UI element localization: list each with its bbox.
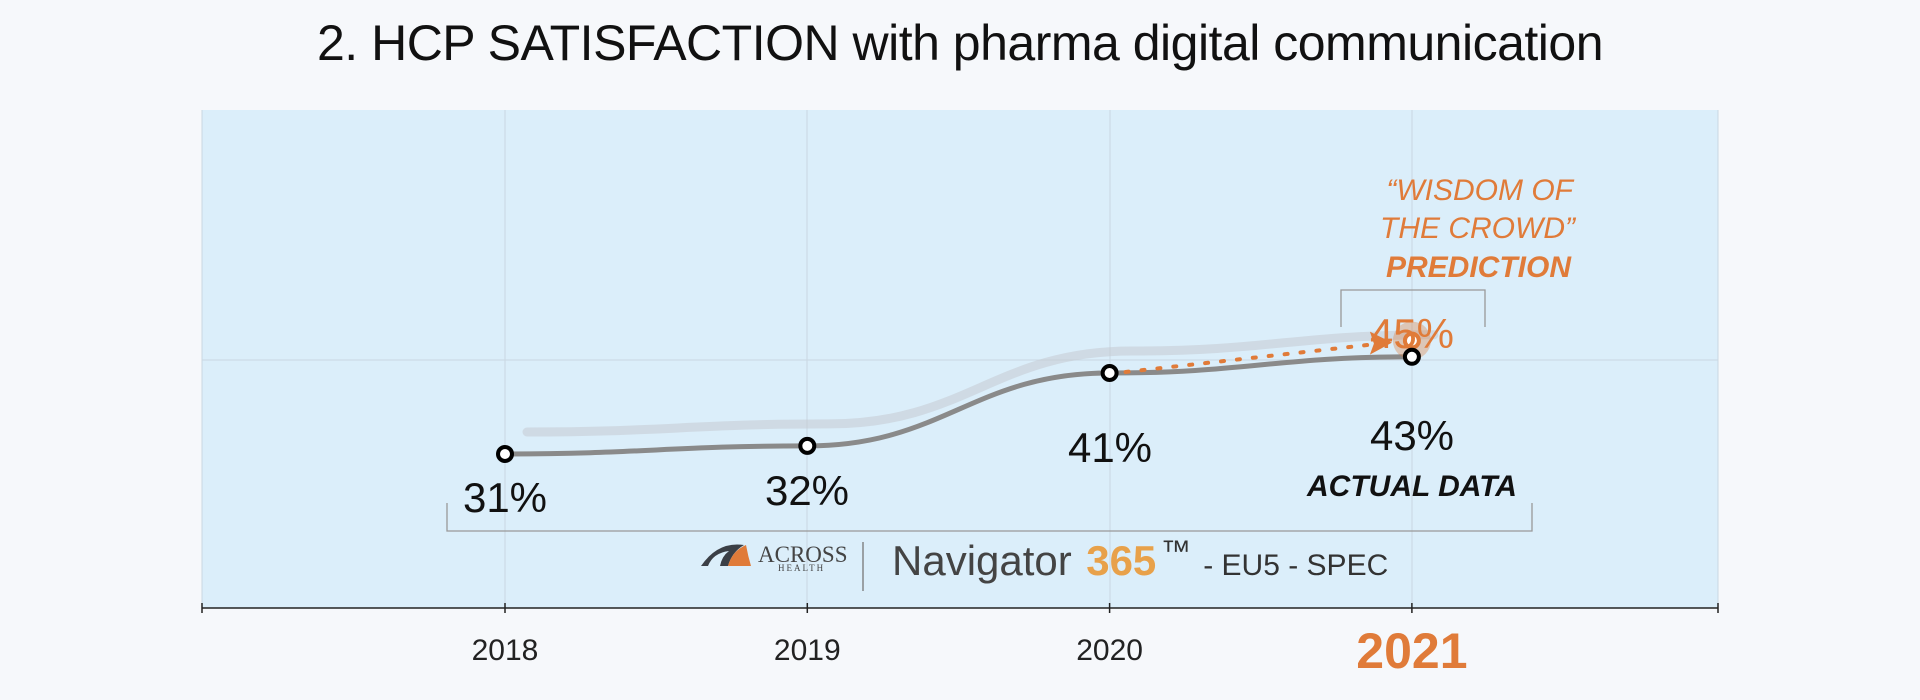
prediction-value-label: 45% — [1370, 310, 1454, 357]
data-point-2018 — [496, 445, 514, 463]
grid-lines — [201, 110, 1719, 608]
prediction-bracket — [1340, 289, 1486, 327]
actual-data-markers — [496, 347, 1421, 463]
prediction-arrowhead — [1369, 331, 1392, 355]
prediction-note-line-2: THE CROWD” — [1380, 212, 1577, 245]
data-labels: 31% 32% 41% 43% 45% — [463, 310, 1454, 521]
product-number: 365 — [1086, 537, 1156, 584]
data-point-2020 — [1100, 364, 1119, 382]
brand-logo: ACROSS HEALTH — [701, 542, 847, 573]
x-tick-label-2018: 2018 — [472, 634, 539, 667]
actual-data-note: ACTUAL DATA — [1306, 470, 1517, 503]
data-label-2018: 31% — [463, 474, 547, 521]
page-title: 2. HCP SATISFACTION with pharma digital … — [317, 15, 1604, 71]
line-shadow — [522, 330, 1439, 437]
product-name: Navigator — [892, 537, 1072, 584]
x-tick-label-2019: 2019 — [774, 634, 841, 667]
data-point-2021 — [1402, 347, 1421, 366]
brand-logo-name: ACROSS — [758, 542, 847, 567]
x-axis-ticks: 2018 2019 2020 2021 — [201, 603, 1719, 679]
data-point-2019 — [798, 436, 817, 455]
prediction-marker — [1402, 331, 1421, 350]
brand-logo-sub: HEALTH — [778, 563, 825, 573]
plot-area — [202, 110, 1718, 608]
x-tick-label-2020: 2020 — [1076, 634, 1143, 667]
prediction-note-bold: PREDICTION — [1386, 251, 1572, 284]
product-suffix: - EU5 - SPEC — [1203, 549, 1388, 582]
prediction-line — [1123, 341, 1382, 374]
across-health-logo-icon — [701, 544, 744, 566]
product-trademark: ™ — [1161, 535, 1191, 568]
actual-data-line — [504, 354, 1412, 457]
navigator-brand: Navigator 365 ™ - EU5 - SPEC — [892, 535, 1388, 584]
prediction-note-line-1: “WISDOM OF — [1386, 174, 1574, 207]
x-tick-label-2021: 2021 — [1356, 623, 1467, 679]
data-label-2019: 32% — [765, 467, 849, 514]
data-label-2020: 41% — [1068, 424, 1152, 471]
data-label-2021: 43% — [1370, 412, 1454, 459]
across-health-logo-accent-icon — [728, 545, 751, 566]
actual-data-bracket — [446, 503, 1533, 532]
